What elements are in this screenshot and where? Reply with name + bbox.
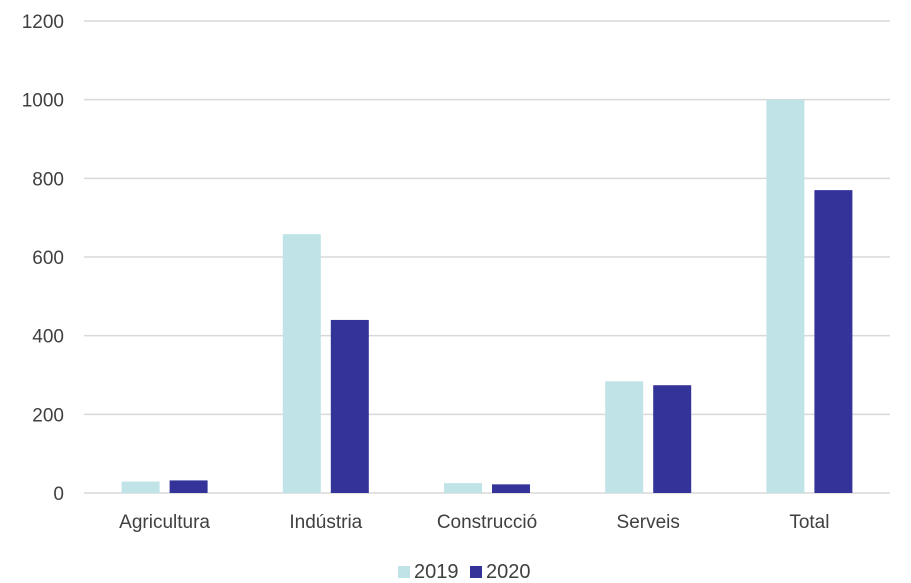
y-tick-label: 200 [32, 405, 64, 426]
legend: 2019 2020 [398, 561, 531, 583]
y-tick-label: 1200 [22, 12, 64, 33]
x-tick-label: Agricultura [119, 512, 210, 533]
bar-2019-indústria [282, 234, 321, 494]
bar-2020-agricultura [169, 480, 208, 493]
y-tick-label: 600 [32, 248, 64, 269]
gridlines [84, 20, 890, 494]
legend-swatch-2019 [398, 566, 410, 578]
legend-swatch-2020 [470, 566, 482, 578]
bar-2019-agricultura [121, 481, 160, 493]
bar-2020-indústria [330, 319, 369, 493]
y-tick-label: 1000 [22, 91, 64, 112]
bar-2019-total [766, 99, 805, 494]
x-tick-label: Serveis [617, 512, 680, 533]
bar-2020-total [814, 190, 853, 493]
bar-2020-serveis [653, 385, 692, 493]
legend-label-2020: 2020 [486, 561, 531, 583]
x-tick-label: Construcció [437, 512, 537, 533]
legend-label-2019: 2019 [414, 561, 459, 583]
bars [121, 99, 853, 494]
x-axis: Agricultura Indústria Construcció Serveis To… [119, 512, 829, 533]
bar-2019-construcció [444, 483, 482, 493]
y-axis: 0 200 400 600 800 1000 1200 [22, 12, 64, 505]
y-tick-label: 800 [32, 169, 64, 190]
bar-2020-construcció [492, 484, 530, 493]
y-tick-label: 400 [32, 327, 64, 348]
x-tick-label: Total [789, 512, 829, 533]
bar-2019-serveis [605, 381, 644, 493]
y-tick-label: 0 [53, 484, 64, 505]
x-tick-label: Indústria [289, 512, 362, 533]
